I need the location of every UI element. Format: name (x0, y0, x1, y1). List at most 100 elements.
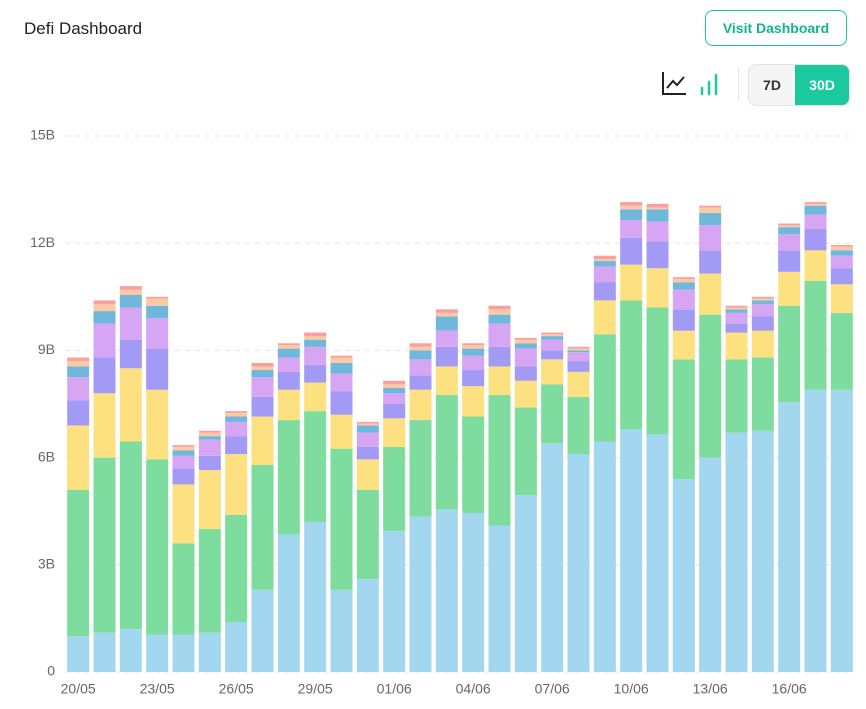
bar-segment (672, 330, 695, 360)
bar-segment (804, 203, 827, 206)
bar-segment (514, 407, 537, 496)
bar-segment (330, 391, 353, 415)
x-tick-label: 04/06 (456, 681, 491, 697)
bar-segment (541, 384, 564, 444)
bar-segment (830, 246, 853, 251)
bar-segment (541, 359, 564, 385)
bar-segment (804, 214, 827, 229)
bar-segment (593, 266, 616, 283)
bar-segment (409, 350, 432, 360)
bar-segment (409, 389, 432, 421)
bar-segment (804, 250, 827, 281)
x-tick-label: 16/06 (772, 681, 807, 697)
bar-segment (146, 348, 169, 390)
bar-segment (330, 448, 353, 590)
bar-segment (146, 296, 169, 299)
bar-segment (567, 348, 590, 351)
bar-segment (198, 632, 221, 672)
bar-segment (778, 271, 801, 306)
bar-segment (778, 227, 801, 235)
bar-segment (277, 389, 300, 421)
bar-segment (646, 207, 669, 210)
bar-segment (830, 244, 853, 247)
bar-segment (620, 202, 643, 206)
visit-button[interactable]: Visit Dashboard (705, 10, 847, 46)
bar-segment (620, 205, 643, 210)
bar-segment (514, 348, 537, 367)
bar-segment (356, 489, 379, 580)
bar-segment (567, 352, 590, 362)
bar-segment (646, 221, 669, 242)
bar-segment (541, 336, 564, 340)
bar-segment (725, 359, 748, 433)
bar-segment (172, 445, 195, 447)
bar-segment (751, 300, 774, 304)
bar-segment (567, 350, 590, 353)
bar-segment (383, 393, 406, 404)
bar-segment (751, 296, 774, 299)
bar-segment (804, 202, 827, 204)
bar-segment (251, 589, 274, 672)
bar-segment (514, 343, 537, 349)
range-option[interactable]: 7D (763, 77, 781, 93)
y-tick-label: 9B (38, 341, 55, 357)
bar-segment (383, 384, 406, 388)
bar-segment (567, 454, 590, 672)
x-tick-label: 10/06 (614, 681, 649, 697)
y-tick-label: 6B (38, 448, 55, 464)
bar-segment (251, 366, 274, 371)
bar-segment (488, 305, 511, 310)
bar-segment (435, 312, 458, 317)
bar-segment (488, 309, 511, 315)
bar-segment (330, 355, 353, 358)
range-option[interactable]: 30D (795, 65, 849, 105)
bar-segment (172, 446, 195, 451)
bar-segment (435, 395, 458, 510)
bar-segment (593, 334, 616, 442)
bar-segment (304, 339, 327, 347)
bar-segment (646, 203, 669, 208)
bar-segment (646, 307, 669, 435)
bar-segment (751, 316, 774, 331)
bar-segment (541, 332, 564, 335)
bar-segment (435, 366, 458, 396)
bar-segment (672, 359, 695, 480)
bar-segment (488, 395, 511, 526)
line-chart-icon[interactable] (662, 72, 686, 95)
bar-segment (462, 343, 485, 346)
bar-segment (409, 359, 432, 376)
bar-segment (488, 314, 511, 324)
bar-segment (146, 459, 169, 635)
bar-segment (330, 362, 353, 374)
bar-segment (146, 298, 169, 306)
bar-segment (198, 430, 221, 433)
bar-segment (672, 277, 695, 279)
bar-segment (435, 346, 458, 367)
bar-segment (93, 393, 116, 458)
dashboard-title: Defi Dashboard (24, 19, 143, 38)
bar-segment (672, 309, 695, 331)
bar-chart-icon[interactable] (700, 73, 718, 96)
bar-segment (514, 495, 537, 672)
bar-segment (409, 516, 432, 672)
bar-segment (699, 314, 722, 458)
bar-segment (462, 512, 485, 672)
bar-segment (620, 264, 643, 301)
bar-segment (330, 373, 353, 392)
bar-segment (251, 377, 274, 397)
bar-segment (751, 303, 774, 317)
bar-segment (593, 282, 616, 301)
bar-segment (330, 589, 353, 672)
bar-segment (356, 579, 379, 672)
bar-segment (409, 343, 432, 347)
bar-segment (488, 323, 511, 347)
bar-segment (330, 414, 353, 449)
bar-segment (699, 205, 722, 208)
bar-segment (225, 421, 248, 437)
bar-segment (251, 396, 274, 417)
bar-segment (462, 416, 485, 513)
bar-segment (778, 234, 801, 251)
bar-segment (356, 421, 379, 424)
bar-segment (541, 334, 564, 337)
